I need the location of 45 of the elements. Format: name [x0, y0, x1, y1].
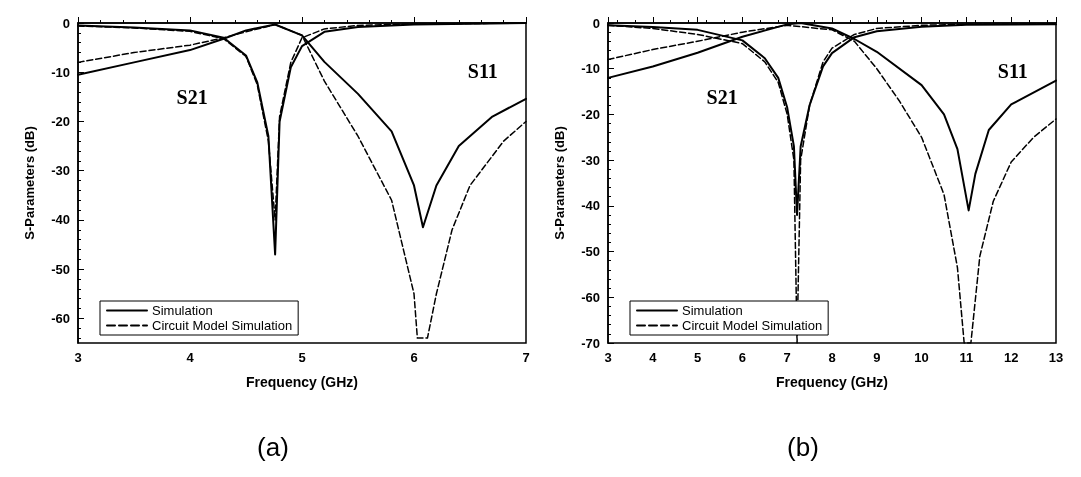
x-tick-label: 7: [783, 350, 791, 365]
y-tick-label: -40: [51, 212, 70, 228]
y-tick-label: 0: [62, 15, 70, 31]
legend-label: Simulation: [152, 303, 213, 318]
x-tick-label: 4: [186, 350, 195, 365]
y-tick-label: -30: [581, 152, 600, 168]
y-tick-label: -60: [51, 310, 70, 326]
x-tick-label: 3: [604, 350, 612, 365]
x-tick-label: 10: [914, 350, 929, 365]
legend-label: Circuit Model Simulation: [682, 318, 823, 333]
y-tick-label: -20: [581, 106, 600, 122]
annotation: S11: [467, 60, 498, 83]
text: (a): [257, 432, 289, 462]
legend-label: Circuit Model Simulation: [152, 318, 293, 333]
y-tick-label: -20: [51, 113, 70, 129]
y-tick-label: -10: [581, 61, 600, 77]
annotation: S21: [706, 86, 738, 108]
x-tick-label: 7: [522, 350, 530, 365]
y-tick-label: -30: [51, 163, 70, 179]
x-tick-label: 3: [74, 350, 82, 365]
x-tick-label: 8: [828, 350, 836, 365]
y-tick-label: -50: [51, 261, 70, 277]
y-tick-label: -40: [581, 198, 600, 214]
y-axis-title: S-Parameters (dB): [22, 126, 37, 240]
x-tick-label: 5: [298, 350, 306, 365]
legend-label: Simulation: [682, 303, 743, 318]
y-axis-title: S-Parameters (dB): [552, 126, 567, 240]
x-tick-label: 11: [959, 350, 974, 365]
x-axis-title: Frequency (GHz): [775, 374, 889, 390]
x-tick-label: 5: [693, 350, 702, 365]
x-tick-label: 9: [873, 350, 881, 365]
x-tick-label: 4: [649, 350, 658, 365]
annotation: S21: [176, 86, 208, 108]
y-tick-label: -60: [581, 289, 600, 305]
y-tick-label: 0: [592, 15, 600, 31]
text: (b): [787, 432, 819, 462]
x-tick-label: 6: [738, 350, 747, 365]
x-axis-title: Frequency (GHz): [245, 374, 359, 390]
y-tick-label: -50: [581, 244, 600, 260]
annotation: S11: [997, 60, 1028, 83]
x-tick-label: 12: [1003, 350, 1019, 365]
x-tick-label: 13: [1048, 350, 1064, 365]
x-tick-label: 6: [410, 350, 418, 365]
y-tick-label: -70: [581, 335, 600, 351]
y-tick-label: -10: [51, 64, 70, 80]
